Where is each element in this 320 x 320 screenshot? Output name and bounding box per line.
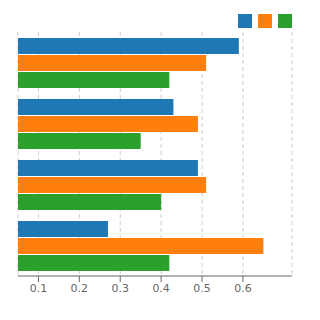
svg-text:0.5: 0.5	[193, 282, 211, 295]
svg-text:0.2: 0.2	[71, 282, 89, 295]
svg-text:0.4: 0.4	[152, 282, 170, 295]
svg-text:0.3: 0.3	[111, 282, 129, 295]
svg-text:0.1: 0.1	[30, 282, 48, 295]
svg-text:0.6: 0.6	[234, 282, 252, 295]
